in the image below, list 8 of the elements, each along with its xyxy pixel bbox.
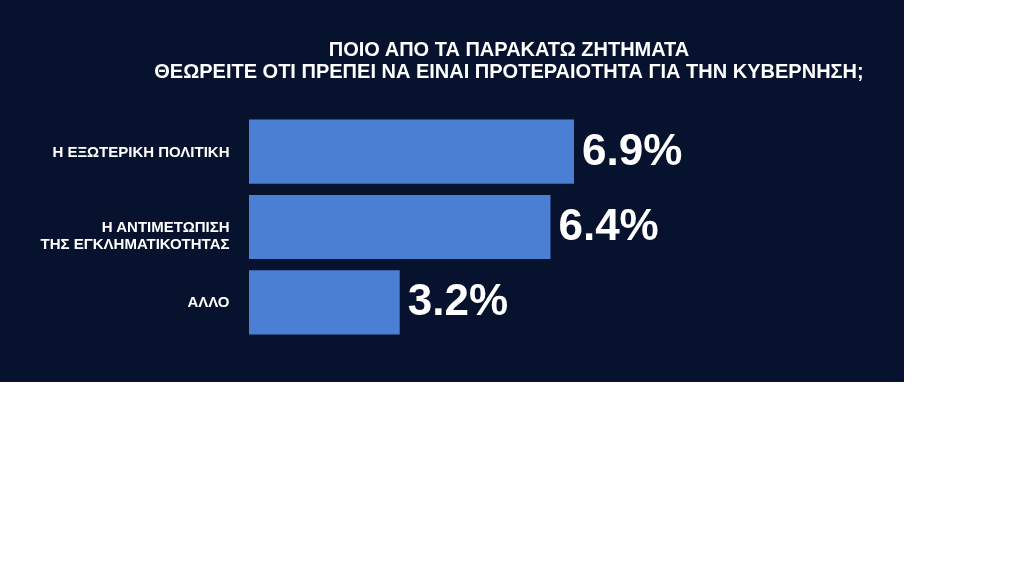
- y-tick-label: ΑΛΛΟ: [187, 293, 230, 311]
- data-label: 6.4%: [558, 200, 659, 249]
- text: ΠΟΙΟ ΑΠΟ ΤΑ ΠΑΡΑΚΑΤΩ ΖΗΤΗΜΑΤΑ: [328, 38, 690, 60]
- text: ΘΕΩΡΕΙΤΕ ΟΤΙ ΠΡΕΠΕΙ ΝΑ ΕΙΝΑΙ ΠΡΟΤΕΡΑΙΟΤΗΤΑ ΓΙΑ ΤΗΝ ΚΥΒΕΡΝΗΣΗ;: [154, 60, 864, 82]
- y-tick-label: Η ΕΞΩΤΕΡΙΚΗ ΠΟΛΙΤΙΚΗ: [52, 142, 230, 160]
- data-label: 6.9%: [582, 124, 683, 174]
- y-tick-label: Η ΑΝΤΙΜΕΤΩΠΙΣΗ ΤΗΣ ΕΓΚΛΗΜΑΤΙΚΟΤΗΤΑΣ: [40, 218, 230, 252]
- data-label: 3.2%: [407, 275, 509, 325]
